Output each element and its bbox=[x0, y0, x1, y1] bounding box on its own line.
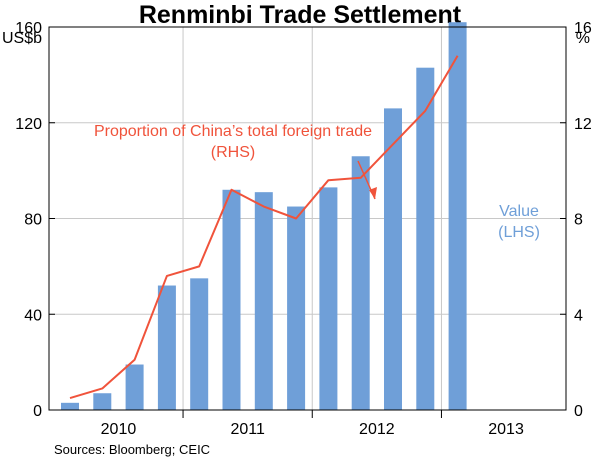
right-axis-unit: % bbox=[575, 30, 590, 47]
right-tick-label: 12 bbox=[574, 116, 592, 133]
x-tick-label: 2012 bbox=[359, 421, 395, 438]
left-axis-unit: US$b bbox=[2, 30, 43, 47]
left-tick-label: 120 bbox=[15, 116, 42, 133]
annotation-arrow-head bbox=[369, 187, 377, 199]
bar-series-value bbox=[61, 22, 467, 411]
right-tick-label: 0 bbox=[574, 403, 583, 420]
left-tick-label: 160 bbox=[15, 20, 42, 37]
chart-source: Sources: Bloomberg; CEIC bbox=[54, 442, 211, 457]
bar-value bbox=[351, 156, 370, 410]
right-tick-label: 4 bbox=[574, 307, 583, 324]
right-tick-label: 8 bbox=[574, 212, 583, 229]
x-tick-label: 2011 bbox=[230, 421, 265, 438]
bar-value bbox=[125, 364, 144, 410]
left-tick-label: 40 bbox=[24, 307, 42, 324]
bar-value bbox=[416, 67, 435, 410]
chart-title: Renminbi Trade Settlement bbox=[138, 1, 462, 29]
gridlines bbox=[49, 26, 566, 410]
bar-value bbox=[254, 192, 273, 410]
x-tick-label: 2013 bbox=[488, 421, 524, 438]
bar-value bbox=[157, 285, 176, 410]
line-proportion bbox=[69, 55, 459, 399]
left-tick-label: 80 bbox=[24, 212, 42, 229]
line-annotation-rhs: (RHS) bbox=[211, 144, 255, 161]
line-annotation-title: Proportion of China’s total foreign trad… bbox=[94, 123, 372, 140]
bar-annotation-title: Value bbox=[499, 203, 539, 220]
bar-value bbox=[448, 22, 467, 411]
x-tick-label: 2010 bbox=[101, 421, 137, 438]
bar-value bbox=[384, 108, 402, 410]
bar-value bbox=[222, 189, 241, 410]
bar-value bbox=[319, 187, 338, 410]
axis-ticks: 0 40 80 120 160 0 4 8 12 16 2010 2011 2012 2013 bbox=[15, 20, 592, 438]
bar-annotation-lhs: (LHS) bbox=[498, 224, 540, 241]
line-series-proportion bbox=[69, 55, 459, 399]
bar-value bbox=[287, 206, 306, 410]
bar-value bbox=[190, 278, 209, 410]
left-tick-label: 0 bbox=[33, 403, 42, 420]
bar-value bbox=[61, 402, 79, 410]
right-tick-label: 16 bbox=[574, 20, 592, 37]
bar-value bbox=[93, 393, 112, 410]
